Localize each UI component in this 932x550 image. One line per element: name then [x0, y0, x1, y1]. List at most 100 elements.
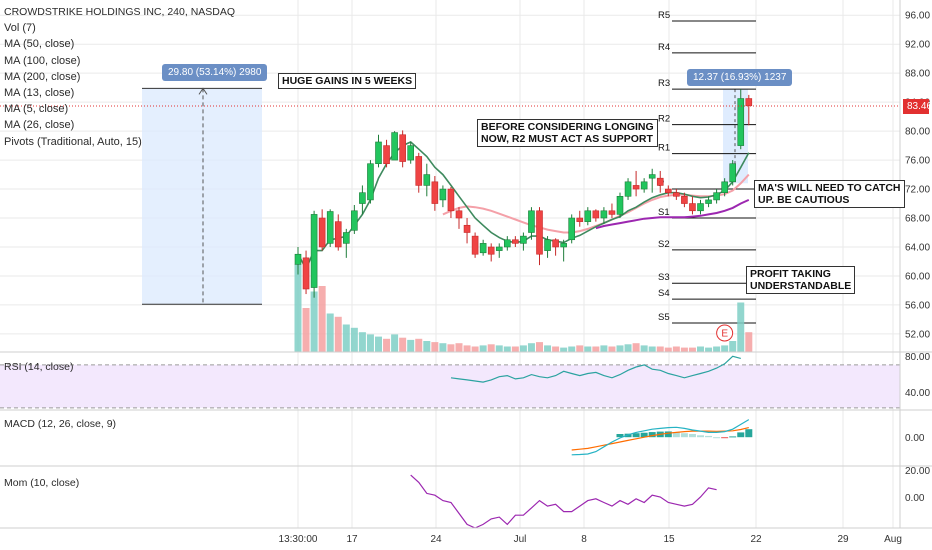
annotation-ma-catch-up[interactable]: MA'S WILL NEED TO CATCH UP. BE CAUTIOUS	[754, 180, 905, 208]
time-tick-label: 24	[430, 534, 442, 545]
candle-body	[640, 181, 648, 190]
volume-bar	[366, 334, 374, 352]
pivot-label-r2: R2	[658, 114, 670, 125]
volume-bar	[326, 313, 334, 352]
candle-body	[310, 214, 318, 288]
candle-body	[407, 145, 415, 161]
volume-bar	[447, 344, 455, 352]
candle-body	[745, 98, 753, 107]
macd-histogram-bar	[745, 429, 753, 438]
price-tick-label: 80.00	[905, 127, 930, 138]
macd-tick-0: 0.00	[905, 433, 925, 444]
annotation-r2-support-line1: BEFORE CONSIDERING LONGING	[481, 121, 654, 133]
volume-bar	[423, 341, 431, 352]
volume-bar	[680, 347, 688, 352]
volume-bar	[407, 339, 415, 352]
candle-body	[528, 210, 535, 233]
volume-bar	[318, 286, 326, 352]
candle-body	[584, 210, 592, 222]
candle-body	[592, 210, 600, 219]
candle-body	[342, 232, 350, 244]
macd-histogram-bar	[705, 435, 713, 438]
candle-body	[294, 253, 302, 265]
macd-histogram-bar	[672, 432, 680, 438]
candle-body	[439, 188, 447, 201]
range-measure-box-big	[142, 88, 262, 305]
macd-histogram-bar	[680, 433, 688, 438]
volume-bar	[632, 343, 640, 352]
candle-body	[367, 163, 374, 201]
time-tick-label: 29	[837, 534, 849, 545]
volume-bar	[584, 346, 592, 352]
candle-body	[455, 210, 463, 219]
volume-bar	[519, 345, 527, 352]
macd-histogram-bar	[616, 434, 624, 438]
macd-histogram-bar	[624, 433, 632, 438]
candle-body	[351, 210, 358, 231]
macd-histogram-bar	[697, 435, 704, 438]
volume-bar	[560, 347, 568, 352]
macd-histogram-bar	[648, 432, 656, 438]
legend-item-ma5: MA (5, close)	[4, 103, 69, 116]
candle-body	[600, 210, 608, 219]
candle-body	[302, 257, 310, 290]
volume-bar	[342, 324, 350, 352]
candle-body	[415, 156, 423, 186]
price-tick-label: 72.00	[905, 185, 930, 196]
time-tick-label: 8	[581, 534, 587, 545]
candle-body	[318, 217, 326, 248]
annotation-huge-gains[interactable]: HUGE GAINS IN 5 WEEKS	[278, 73, 417, 89]
candle-body	[544, 239, 551, 251]
annotation-profit-taking[interactable]: PROFIT TAKING UNDERSTANDABLE	[746, 266, 856, 294]
price-tick-label: 56.00	[905, 300, 930, 311]
price-pane: R5R4R3R2R1PS1S3S2S4S5E	[0, 10, 900, 352]
candle-body	[673, 192, 680, 197]
candle-body	[697, 203, 704, 212]
candle-body	[656, 177, 664, 186]
pivot-label-s2: S2	[658, 239, 670, 250]
candle-body	[721, 181, 728, 193]
macd-pane	[571, 419, 753, 456]
candle-body	[359, 192, 366, 204]
candle-body	[423, 174, 431, 186]
volume-bar	[399, 337, 407, 352]
range-measure-label-small: 12.37 (16.93%) 1237	[687, 69, 793, 86]
annotation-ma-catch-up-line2: UP. BE CAUTIOUS	[758, 194, 850, 206]
chart-title: CROWDSTRIKE HOLDINGS INC, 240, NASDAQ	[4, 6, 236, 18]
volume-bar	[487, 344, 495, 352]
candle-body	[552, 239, 559, 248]
macd-histogram-bar	[664, 431, 672, 438]
time-tick-label: 17	[346, 534, 358, 545]
price-tick-label: 52.00	[905, 329, 930, 340]
volume-bar	[640, 345, 648, 352]
volume-bar	[745, 332, 753, 352]
time-tick-label: Jul	[514, 534, 527, 545]
volume-bar	[616, 345, 624, 352]
volume-bar	[608, 346, 616, 352]
legend-item-vol: Vol (7)	[4, 22, 36, 35]
candle-body	[391, 132, 398, 161]
volume-bar	[536, 342, 543, 352]
volume-bar	[479, 345, 487, 352]
volume-bar	[415, 338, 423, 352]
price-tick-label: 64.00	[905, 242, 930, 253]
candle-body	[624, 181, 632, 197]
macd-line	[571, 419, 750, 456]
candle-body	[616, 195, 624, 215]
time-tick-label: Aug	[884, 534, 902, 545]
candle-body	[664, 188, 672, 193]
rsi-line	[450, 355, 741, 383]
momentum-line	[410, 474, 717, 529]
price-tick-label: 68.00	[905, 214, 930, 225]
macd-histogram-bar	[713, 437, 721, 439]
candle-body	[705, 199, 712, 204]
volume-bar	[721, 345, 729, 352]
rsi-tick-80: 80.00	[905, 352, 931, 363]
pivot-label-s5: S5	[658, 312, 670, 323]
legend-item-ma200: MA (200, close)	[4, 70, 81, 83]
annotation-r2-support[interactable]: BEFORE CONSIDERING LONGING NOW, R2 MUST …	[477, 119, 658, 147]
earnings-marker-circle	[716, 324, 734, 342]
mom-tick-0: 0.00	[905, 493, 925, 504]
